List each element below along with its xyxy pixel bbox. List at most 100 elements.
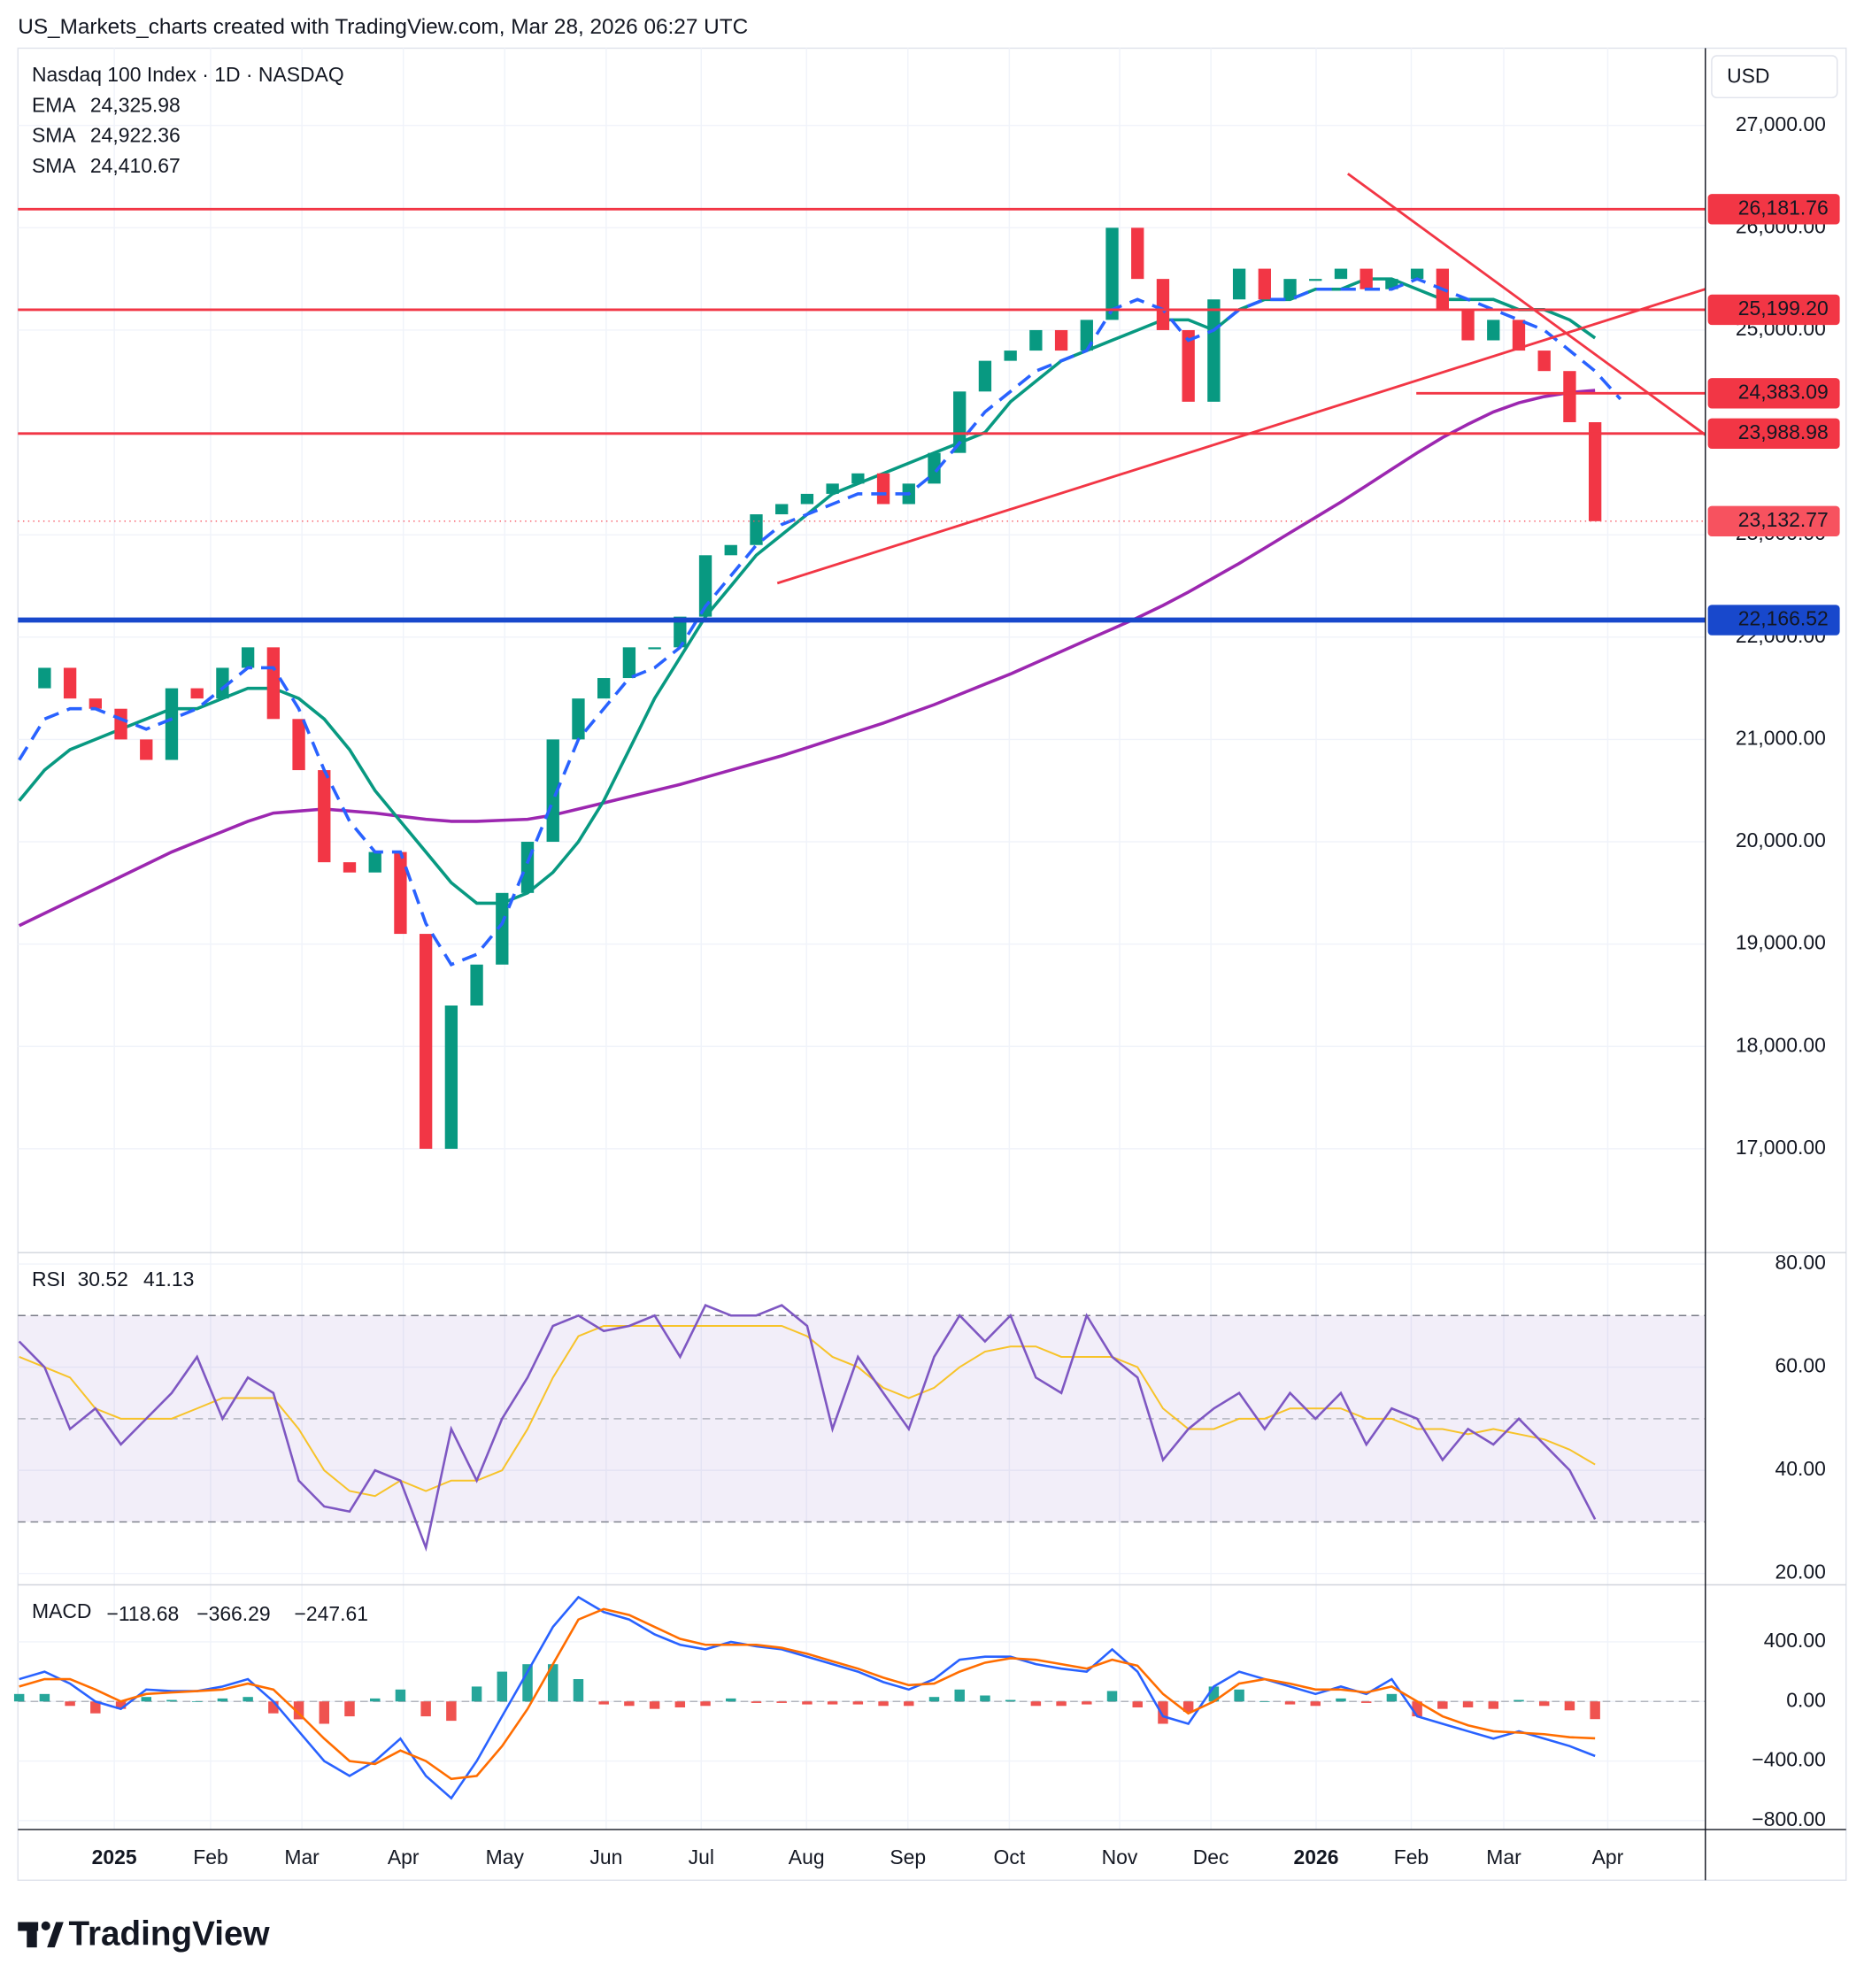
- candle: [1029, 329, 1043, 351]
- histogram-bar: [369, 1698, 381, 1702]
- histogram-bar: [649, 1701, 660, 1709]
- price-label-box: [1707, 418, 1840, 450]
- candle: [1156, 279, 1170, 330]
- candle: [343, 862, 357, 873]
- candle: [444, 1006, 458, 1149]
- price-label: 23,132.77: [1738, 508, 1829, 531]
- histogram-bar: [624, 1701, 635, 1707]
- candle: [89, 698, 102, 709]
- histogram-bar: [1259, 1701, 1270, 1702]
- candle: [394, 851, 407, 935]
- logo-icon: [27, 1922, 37, 1948]
- ema-line: [18, 277, 1622, 967]
- candle: [724, 544, 737, 556]
- y-tick-label: 60.00: [1775, 1354, 1826, 1377]
- candle: [266, 647, 281, 720]
- histogram-bar: [878, 1701, 889, 1707]
- histogram-bar: [776, 1701, 787, 1703]
- logo-icon: [41, 1921, 50, 1930]
- price-label-box: [1707, 194, 1840, 225]
- candle: [851, 473, 865, 484]
- candle: [165, 688, 179, 760]
- y-tick-label: 21,000.00: [1736, 726, 1826, 749]
- logo-text: TradingView: [69, 1915, 271, 1953]
- macd-line: [19, 1607, 1596, 1781]
- legend-value: −118.68: [107, 1602, 180, 1625]
- histogram-bar: [191, 1701, 203, 1702]
- legend-value: −366.29: [196, 1602, 270, 1625]
- histogram-bar: [471, 1686, 482, 1702]
- overlay: 2025 Feb Mar Apr May Jun Jul Aug Sep Oct Nov Dec 202…: [32, 63, 1840, 1869]
- histogram-bar: [446, 1701, 457, 1722]
- histogram-bar: [573, 1679, 584, 1702]
- y-tick-label: 19,000.00: [1736, 931, 1826, 954]
- histogram-bar: [954, 1689, 965, 1702]
- legend-title: RSI: [32, 1268, 65, 1291]
- legend-value: 24,325.98: [90, 93, 181, 116]
- rsi-line: [19, 1324, 1596, 1498]
- moving-average-line: [18, 389, 1596, 928]
- x-tick-label: Feb: [1394, 1845, 1429, 1869]
- y-tick-label: 20.00: [1775, 1560, 1826, 1583]
- histogram-bar: [1386, 1693, 1398, 1702]
- histogram-bar: [1310, 1701, 1321, 1707]
- x-tick-label: Mar: [1486, 1845, 1521, 1869]
- candle: [318, 770, 331, 863]
- y-tick-label: 18,000.00: [1736, 1033, 1826, 1056]
- histogram-bar: [1514, 1699, 1524, 1702]
- candle: [1207, 299, 1221, 402]
- candle: [876, 473, 890, 505]
- histogram-bar: [1590, 1701, 1600, 1720]
- histogram-bar: [319, 1701, 330, 1724]
- candle: [1512, 320, 1526, 351]
- y-tick-label: −400.00: [1752, 1748, 1825, 1771]
- logo-icon: [47, 1922, 64, 1948]
- currency-box[interactable]: [1711, 55, 1838, 99]
- histogram-bar: [1132, 1701, 1143, 1707]
- x-tick-label: Feb: [193, 1845, 227, 1869]
- candle: [241, 647, 255, 668]
- candle: [1334, 268, 1348, 280]
- candle: [1283, 279, 1297, 300]
- histogram-bar: [39, 1693, 50, 1702]
- y-tick-label: 80.00: [1775, 1251, 1826, 1274]
- histogram-bar: [980, 1695, 990, 1702]
- y-tick-label: 17,000.00: [1736, 1136, 1826, 1159]
- histogram-bar: [141, 1697, 151, 1702]
- x-tick-label: Dec: [1193, 1845, 1229, 1869]
- histogram-bar: [802, 1701, 813, 1705]
- histogram-bar: [13, 1693, 25, 1702]
- histogram-bar: [344, 1701, 355, 1717]
- histogram-bar: [1284, 1701, 1296, 1705]
- candle: [546, 739, 559, 843]
- currency: USD: [1727, 64, 1769, 87]
- y-tick-label: 27,000.00: [1736, 112, 1826, 135]
- candle: [648, 647, 661, 650]
- candle: [38, 667, 51, 689]
- candle: [1359, 268, 1373, 289]
- histogram-bar: [1564, 1701, 1575, 1711]
- histogram-bar: [166, 1699, 177, 1702]
- candle: [622, 647, 636, 679]
- candle: [1385, 279, 1398, 289]
- candle: [419, 934, 433, 1149]
- candle: [114, 708, 127, 740]
- x-tick-label: Apr: [1592, 1845, 1624, 1869]
- candle: [674, 616, 687, 648]
- histogram-bar: [1488, 1701, 1499, 1709]
- x-tick-label: Oct: [994, 1845, 1026, 1869]
- candle: [572, 698, 585, 740]
- x-tick-label: Mar: [284, 1845, 320, 1869]
- legend-name: SMA: [32, 154, 76, 177]
- candle: [928, 452, 941, 484]
- trend-line: [1346, 173, 1706, 436]
- histogram-bar: [751, 1701, 762, 1703]
- x-tick-label: Nov: [1102, 1845, 1138, 1869]
- histogram-bar: [1538, 1701, 1550, 1707]
- histogram-bar: [1234, 1689, 1244, 1702]
- legend-name: EMA: [32, 93, 76, 116]
- x-tick-label: May: [486, 1845, 525, 1869]
- histogram-bar: [293, 1701, 304, 1720]
